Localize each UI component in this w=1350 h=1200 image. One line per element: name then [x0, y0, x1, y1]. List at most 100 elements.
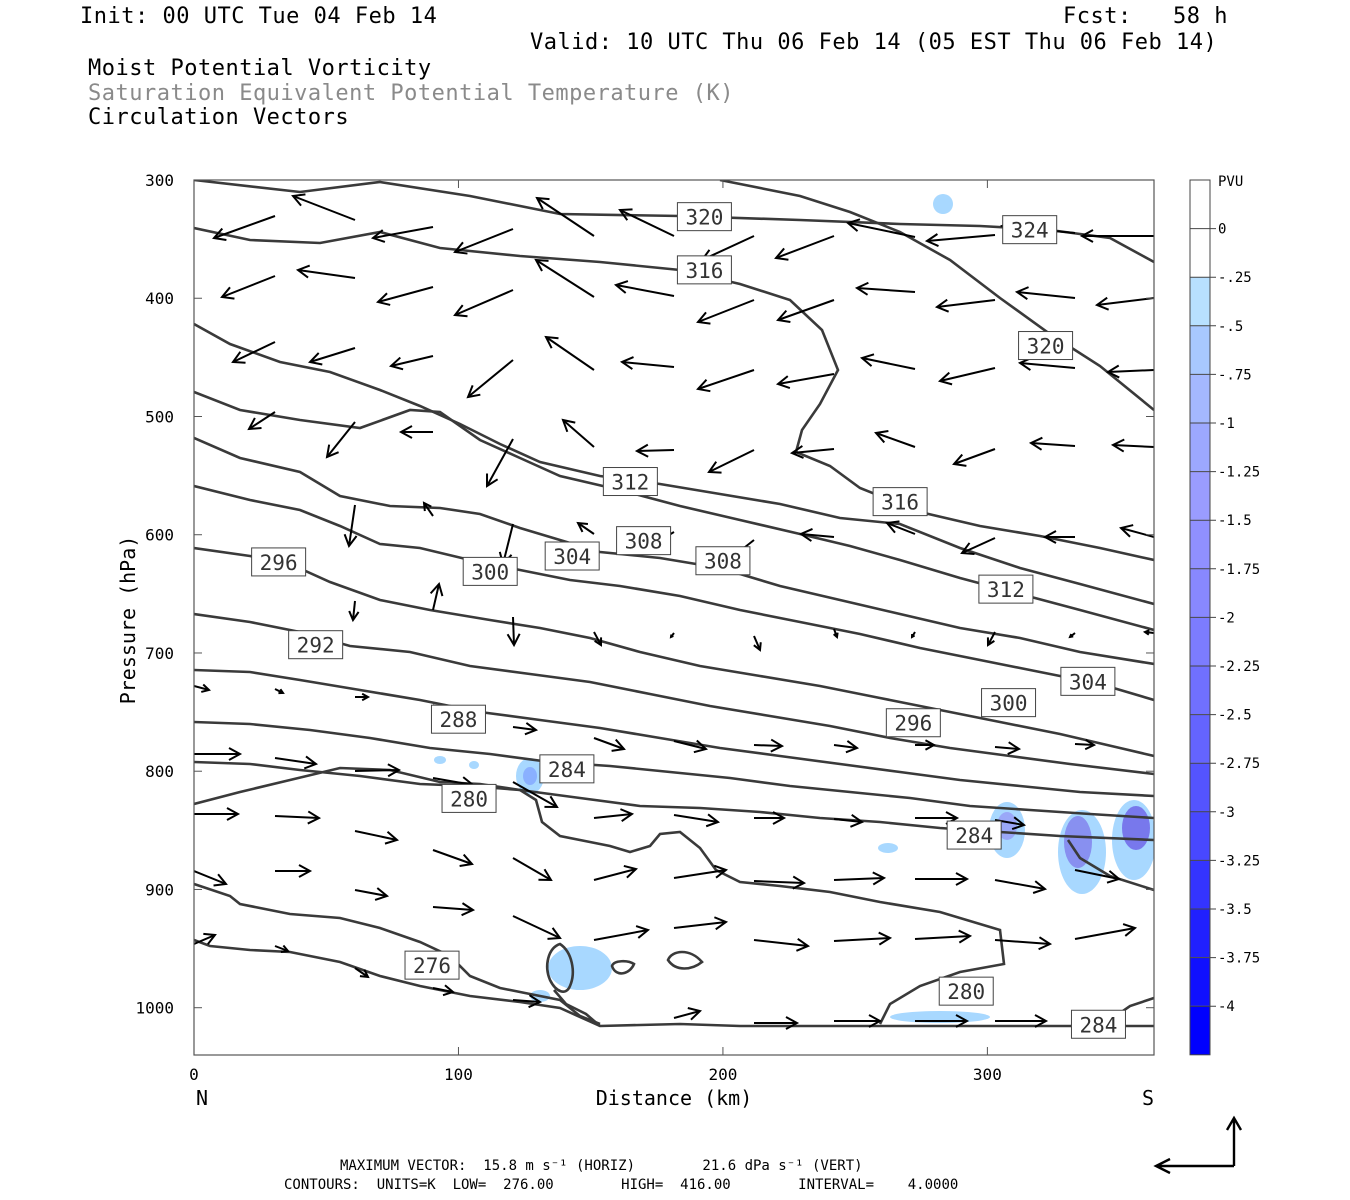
circulation-vector [247, 411, 276, 431]
x-tick-label: 300 [973, 1065, 1002, 1084]
circulation-vector [776, 299, 835, 323]
circulation-vector [429, 581, 444, 611]
reference-vector [1153, 1115, 1243, 1175]
y-tick-label: 300 [145, 171, 174, 190]
circulation-vector [212, 215, 276, 241]
colorbar-label: -3 [1218, 805, 1235, 821]
circulation-vector [593, 864, 639, 881]
colorbar-swatch [1189, 617, 1211, 667]
circulation-vector [194, 747, 243, 761]
circulation-vector [775, 373, 835, 389]
contour-label: 292 [288, 630, 344, 660]
contour-label: 288 [430, 704, 486, 734]
circulation-vector [833, 628, 839, 639]
circulation-vector [673, 813, 721, 828]
contour-label: 276 [404, 950, 460, 980]
contour-label-text: 296 [260, 551, 298, 575]
y-tick-label: 700 [145, 644, 174, 663]
contour-label: 284 [1070, 1009, 1126, 1039]
circulation-vector [1118, 524, 1154, 538]
circulation-vector [593, 737, 626, 752]
contour-label: 300 [981, 688, 1037, 718]
north-end-label: N [196, 1086, 208, 1110]
valid-time-label: Valid: 10 UTC Thu 06 Feb 14 (05 EST Thu … [530, 30, 1218, 55]
circulation-vector [466, 359, 514, 399]
circulation-vector [194, 932, 217, 945]
contour-line [194, 720, 1154, 820]
circulation-vector [960, 537, 996, 555]
y-tick-label: 900 [145, 880, 174, 899]
circulation-vector [1014, 286, 1076, 300]
x-tick-label: 100 [444, 1065, 473, 1084]
circulation-vector [753, 937, 811, 952]
colorbar-swatch [1189, 179, 1211, 229]
circulation-vector [673, 1007, 703, 1021]
colorbar-title: PVU [1218, 174, 1243, 190]
circulation-vector [833, 931, 893, 946]
south-end-label: S [1142, 1086, 1154, 1110]
circulation-vector [994, 936, 1053, 951]
y-tick-label: 600 [145, 526, 174, 545]
circulation-vector [388, 355, 434, 371]
contour-line [546, 942, 574, 993]
circulation-vector [432, 849, 474, 867]
circulation-vector [619, 356, 675, 370]
pv-blob [933, 194, 953, 214]
contour-line [194, 766, 1006, 1025]
circulation-vector [915, 1014, 970, 1028]
init-time-label: Init: 00 UTC Tue 04 Feb 14 [80, 4, 438, 29]
circulation-vector [789, 445, 835, 459]
contour-label: 296 [885, 708, 941, 738]
colorbar-swatch [1189, 665, 1211, 715]
circulation-vector [754, 1016, 800, 1030]
circulation-vector [1042, 530, 1075, 544]
forecast-hour-label: Fcst: 58 h [1063, 4, 1228, 29]
y-tick-label: 500 [145, 407, 174, 426]
contour-label: 320 [1018, 331, 1074, 361]
contour-info: CONTOURS: UNITS=K LOW= 276.00 HIGH= 416.… [284, 1177, 959, 1193]
colorbar-label: -1.25 [1218, 465, 1260, 481]
contour-label: 312 [602, 467, 658, 497]
circulation-vector [986, 631, 996, 647]
max-vector-info: MAXIMUM VECTOR: 15.8 m s⁻¹ (HORIZ) 21.6 … [340, 1158, 863, 1174]
circulation-vector [994, 741, 1022, 755]
circulation-vector [915, 739, 937, 751]
contour-label: 304 [544, 541, 600, 571]
field-title-theta-es: Saturation Equivalent Potential Temperat… [88, 81, 735, 106]
colorbar-swatch [1189, 568, 1211, 618]
circulation-vector [798, 528, 835, 542]
colorbar-label: -.5 [1218, 319, 1243, 335]
contour-label: 312 [978, 574, 1034, 604]
circulation-vector [937, 367, 996, 386]
contour-label: 320 [676, 202, 732, 232]
pv-blob [469, 761, 479, 769]
circulation-vector [274, 755, 319, 770]
contour-label-text: 284 [548, 758, 586, 782]
contour-line [194, 546, 1154, 758]
circulation-vector [325, 421, 356, 459]
contour-labels: 320 324 316 320 312 316 308 304 308 300 296 312 292 3… [251, 202, 1126, 1039]
colorbar-label: -4 [1218, 999, 1235, 1015]
circulation-vector [914, 929, 973, 944]
x-tick-label: 0 [189, 1065, 199, 1084]
circulation-vector [1068, 632, 1076, 639]
contour-line [194, 322, 1154, 606]
colorbar-swatch [1189, 957, 1211, 1007]
contour-line [666, 950, 704, 970]
circulation-vector [854, 281, 916, 296]
circulation-vector [833, 871, 887, 886]
circulation-vector [753, 738, 785, 753]
x-axis-title: Distance (km) [596, 1086, 753, 1110]
circulation-vector [432, 984, 456, 997]
contour-label-text: 284 [955, 824, 993, 848]
contour-label: 324 [1002, 215, 1058, 245]
circulation-vector [512, 994, 543, 1009]
circulation-vector [348, 600, 360, 623]
contour-line [194, 668, 1154, 798]
colorbar-label: 0 [1218, 222, 1226, 238]
colorbar-label: -2.25 [1218, 659, 1260, 675]
contour-line [553, 989, 601, 1027]
colorbar-label: -1.75 [1218, 562, 1260, 578]
circulation-vector [774, 235, 835, 261]
circulation-vector [275, 864, 313, 878]
